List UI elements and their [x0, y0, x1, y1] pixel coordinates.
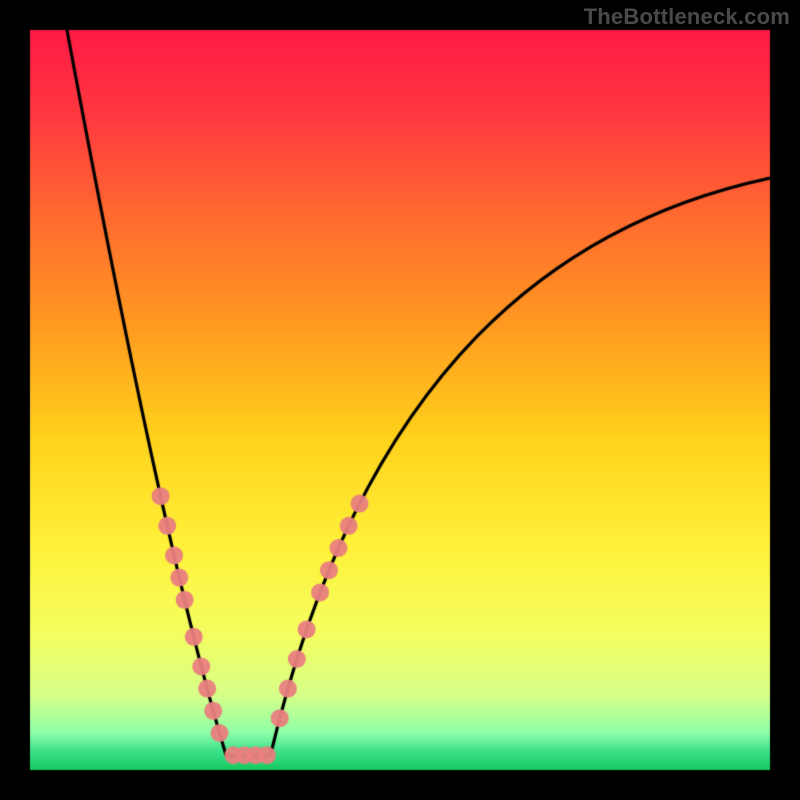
chart-stage: TheBottleneck.com [0, 0, 800, 800]
bottleneck-curve-chart [0, 0, 800, 800]
watermark-text: TheBottleneck.com [584, 4, 790, 30]
